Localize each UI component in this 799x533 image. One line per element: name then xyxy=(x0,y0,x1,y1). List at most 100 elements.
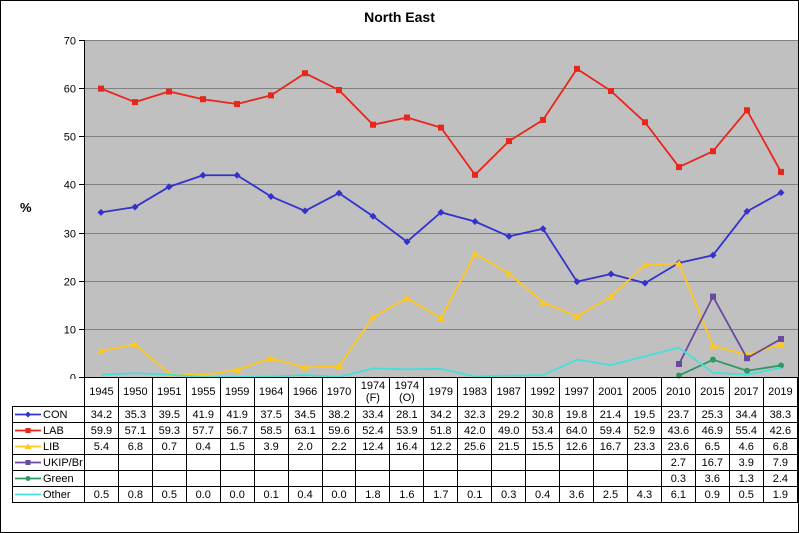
value-cell: 21.5 xyxy=(491,438,527,455)
value-cell: 0.5 xyxy=(83,486,119,503)
value-cell xyxy=(559,470,595,487)
value-cell: 42.6 xyxy=(762,422,798,439)
value-cell: 21.4 xyxy=(593,406,628,423)
marker-circle xyxy=(710,356,716,363)
value-cell: 12.4 xyxy=(355,438,391,455)
value-cell: 34.2 xyxy=(83,406,119,423)
legend-cell: CON xyxy=(12,406,85,423)
value-cell: 5.4 xyxy=(83,438,119,455)
value-cell: 35.3 xyxy=(117,406,153,423)
value-cell: 56.7 xyxy=(219,422,255,439)
marker-circle xyxy=(744,367,750,374)
value-cell: 2.5 xyxy=(593,486,628,503)
y-tick-label: 70 xyxy=(64,36,76,48)
value-cell xyxy=(457,470,493,487)
value-cell: 30.8 xyxy=(525,406,561,423)
value-cell: 6.1 xyxy=(660,486,696,503)
value-cell: 0.1 xyxy=(457,486,493,503)
legend-cell: LAB xyxy=(12,422,85,439)
marker-square xyxy=(98,85,104,92)
year-header: 1974 (O) xyxy=(389,377,425,407)
value-cell: 0.4 xyxy=(185,438,221,455)
value-cell: 1.7 xyxy=(423,486,459,503)
marker-triangle xyxy=(641,261,649,268)
value-cell: 39.5 xyxy=(151,406,187,423)
year-header: 1959 xyxy=(219,377,255,407)
value-cell: 0.0 xyxy=(185,486,221,503)
series-ukipbr xyxy=(676,293,784,368)
value-cell xyxy=(355,454,391,471)
value-cell: 3.6 xyxy=(559,486,595,503)
table-row-ukipbr: UKIP/Br 2.7 16.7 3.9 7.9 xyxy=(12,454,798,471)
marker-square xyxy=(744,355,750,362)
value-cell: 0.1 xyxy=(253,486,289,503)
value-cell xyxy=(593,454,628,471)
value-cell xyxy=(287,454,323,471)
marker-square xyxy=(506,138,512,145)
plot-area xyxy=(84,40,798,377)
y-tick-label: 40 xyxy=(64,180,76,192)
marker-triangle xyxy=(437,314,445,322)
value-cell: 0.9 xyxy=(694,486,730,503)
value-cell: 4.3 xyxy=(626,486,662,503)
marker-diamond xyxy=(743,207,751,215)
marker-square xyxy=(268,92,274,99)
value-cell: 1.9 xyxy=(762,486,798,503)
value-cell xyxy=(626,454,662,471)
marker-diamond xyxy=(539,225,547,233)
value-cell: 0.8 xyxy=(117,486,153,503)
legend-cell: Green xyxy=(12,470,85,487)
y-tick-label: 20 xyxy=(64,277,76,289)
value-cell xyxy=(83,454,119,471)
y-tick-label: 50 xyxy=(64,132,76,144)
value-cell xyxy=(185,454,221,471)
value-cell xyxy=(83,470,119,487)
marker-square xyxy=(540,116,546,123)
con-legend-key-icon xyxy=(15,411,41,418)
value-cell: 49.0 xyxy=(491,422,527,439)
value-cell: 37.5 xyxy=(253,406,289,423)
marker-diamond xyxy=(709,251,717,259)
marker-triangle xyxy=(131,340,139,348)
value-cell: 51.8 xyxy=(423,422,459,439)
value-cell: 2.4 xyxy=(762,470,798,487)
marker-square xyxy=(302,70,308,77)
value-cell: 16.7 xyxy=(694,454,730,471)
year-header: 1987 xyxy=(491,377,527,407)
value-cell: 19.5 xyxy=(626,406,662,423)
marker-square xyxy=(608,88,614,95)
value-cell xyxy=(389,470,425,487)
value-cell: 29.2 xyxy=(491,406,527,423)
marker-diamond xyxy=(437,208,445,216)
marker-square xyxy=(778,168,784,175)
marker-square xyxy=(744,107,750,114)
year-header: 2015 xyxy=(694,377,730,407)
marker-circle xyxy=(25,476,31,481)
value-cell xyxy=(321,470,357,487)
value-cell xyxy=(117,454,153,471)
table-corner-cell xyxy=(13,378,85,407)
y-tick-label: 10 xyxy=(64,325,76,337)
year-header: 1955 xyxy=(185,377,221,407)
value-cell: 59.4 xyxy=(593,422,628,439)
marker-diamond xyxy=(301,207,309,215)
value-cell: 16.4 xyxy=(389,438,425,455)
value-cell xyxy=(321,454,357,471)
value-cell: 1.3 xyxy=(728,470,764,487)
y-tick-label: 30 xyxy=(64,229,76,241)
marker-square xyxy=(404,114,410,121)
year-header: 2019 xyxy=(762,377,798,407)
value-cell: 0.5 xyxy=(728,486,764,503)
value-cell: 0.4 xyxy=(287,486,323,503)
marker-diamond xyxy=(369,212,377,220)
marker-triangle xyxy=(675,259,683,267)
value-cell: 1.5 xyxy=(219,438,255,455)
value-cell: 38.3 xyxy=(762,406,798,423)
value-cell: 4.6 xyxy=(728,438,764,455)
value-cell: 38.2 xyxy=(321,406,357,423)
series-line xyxy=(678,358,782,377)
year-header: 2010 xyxy=(660,377,696,407)
marker-triangle xyxy=(471,250,479,257)
value-cell xyxy=(117,470,153,487)
value-cell: 64.0 xyxy=(559,422,595,439)
